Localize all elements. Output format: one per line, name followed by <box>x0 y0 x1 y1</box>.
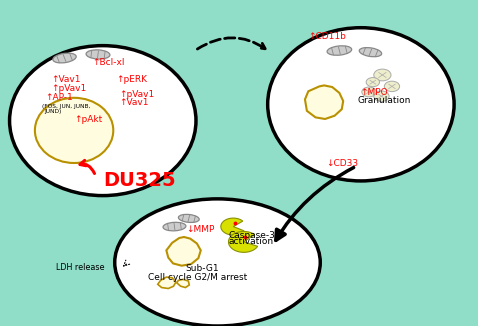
Ellipse shape <box>327 46 352 55</box>
Text: Sub-G1: Sub-G1 <box>185 264 219 274</box>
Ellipse shape <box>359 48 381 57</box>
Ellipse shape <box>374 91 389 101</box>
Text: ↑pVav1: ↑pVav1 <box>51 83 87 93</box>
Text: ↑Vav1: ↑Vav1 <box>51 75 81 84</box>
Ellipse shape <box>115 199 320 326</box>
Wedge shape <box>221 218 244 235</box>
Ellipse shape <box>268 28 454 181</box>
Text: Granulation: Granulation <box>358 96 411 105</box>
Ellipse shape <box>178 215 199 222</box>
Text: ↑pVav1: ↑pVav1 <box>120 90 155 99</box>
Ellipse shape <box>362 87 376 97</box>
Text: ↑CD11b: ↑CD11b <box>308 32 346 41</box>
Ellipse shape <box>163 222 186 231</box>
Ellipse shape <box>10 46 196 196</box>
Text: ↑MPO: ↑MPO <box>360 88 388 97</box>
Text: LDH release: LDH release <box>56 263 105 273</box>
Text: ↑pAkt: ↑pAkt <box>74 115 102 124</box>
Ellipse shape <box>35 98 113 163</box>
Text: (FOS, JUN, JUNB,: (FOS, JUN, JUNB, <box>42 104 90 109</box>
Text: Cell cycle G2/M arrest: Cell cycle G2/M arrest <box>148 273 248 282</box>
Wedge shape <box>228 231 258 252</box>
PathPatch shape <box>158 277 176 289</box>
PathPatch shape <box>166 237 201 266</box>
Text: DU325: DU325 <box>103 171 175 190</box>
Text: JUND): JUND) <box>44 109 62 114</box>
Ellipse shape <box>366 78 380 87</box>
Text: ↑AP-1: ↑AP-1 <box>45 93 73 102</box>
Text: Caspase-3: Caspase-3 <box>228 231 275 240</box>
Text: ↑Vav1: ↑Vav1 <box>120 98 149 107</box>
Ellipse shape <box>53 53 76 63</box>
Ellipse shape <box>86 50 110 59</box>
PathPatch shape <box>177 279 189 288</box>
Text: ↓MMP: ↓MMP <box>186 225 215 234</box>
Ellipse shape <box>374 69 391 81</box>
Text: activation: activation <box>228 237 273 246</box>
Text: ↑Bcl-xl: ↑Bcl-xl <box>92 58 125 67</box>
Text: ↓CD33: ↓CD33 <box>326 158 358 168</box>
Ellipse shape <box>384 81 400 92</box>
PathPatch shape <box>305 85 343 119</box>
Text: ↑pERK: ↑pERK <box>116 75 147 84</box>
